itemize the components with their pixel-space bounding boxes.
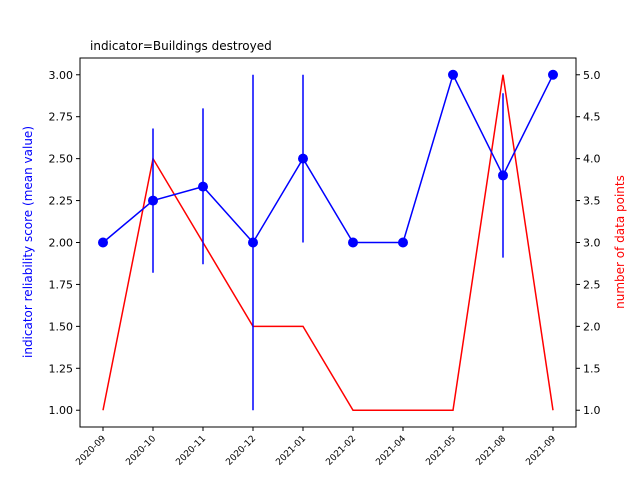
y-right-tick-label: 1.5 [583,362,601,375]
y-right-tick-label: 2.0 [583,320,601,333]
y-left-tick-label: 1.00 [49,404,74,417]
x-tick-label: 2021-04 [374,434,408,468]
data-point [98,237,108,248]
x-tick-label: 2020-10 [124,434,158,468]
y-left-tick-label: 1.25 [49,362,74,375]
data-point [398,237,408,248]
y-right-tick-label: 1.0 [583,404,601,417]
data-point [498,170,508,181]
x-tick-label: 2021-05 [424,434,458,468]
y-axis-left-label: indicator reliability score (mean value) [21,126,35,358]
y-right-tick-label: 4.5 [583,111,601,124]
x-tick-label: 2020-11 [174,434,208,468]
chart-title: indicator=Buildings destroyed [90,39,272,53]
series-line-reliability [102,72,554,244]
x-tick-label: 2020-12 [224,434,258,468]
y-left-tick-label: 1.75 [49,278,74,291]
y-axis-right-label: number of data points [613,175,627,309]
y-right-tick-label: 3.5 [583,195,601,208]
y-right-tick-label: 5.0 [583,69,601,82]
series-line-data-points [102,74,554,411]
y-right-tick-label: 4.0 [583,153,601,166]
plot-frame [79,57,577,428]
y-left-tick-label: 3.00 [49,69,74,82]
x-tick-label: 2020-09 [74,434,108,468]
y-left-tick-label: 2.75 [49,111,74,124]
y-left-tick-label: 2.25 [49,195,74,208]
y-right-tick-label: 3.0 [583,237,601,250]
x-tick-label: 2021-09 [524,434,558,468]
data-point [448,69,458,80]
plot-area: 1.00 1.25 1.50 1.75 2.00 2.25 2.50 2.75 3.00 1.0 1… [49,57,601,468]
x-tick-label: 2021-02 [324,434,358,468]
y-right-tick-label: 2.5 [583,278,601,291]
y-left-tick-label: 2.50 [49,153,74,166]
data-point [148,195,158,206]
x-tick-label: 2021-08 [474,434,508,468]
data-point [248,237,258,248]
y-left-tick-label: 1.50 [49,320,74,333]
x-tick-label: 2021-01 [274,434,308,468]
data-point [548,69,558,80]
data-point [198,181,208,192]
y-left-tick-label: 2.00 [49,237,74,250]
data-point [298,153,308,164]
data-point [348,237,358,248]
